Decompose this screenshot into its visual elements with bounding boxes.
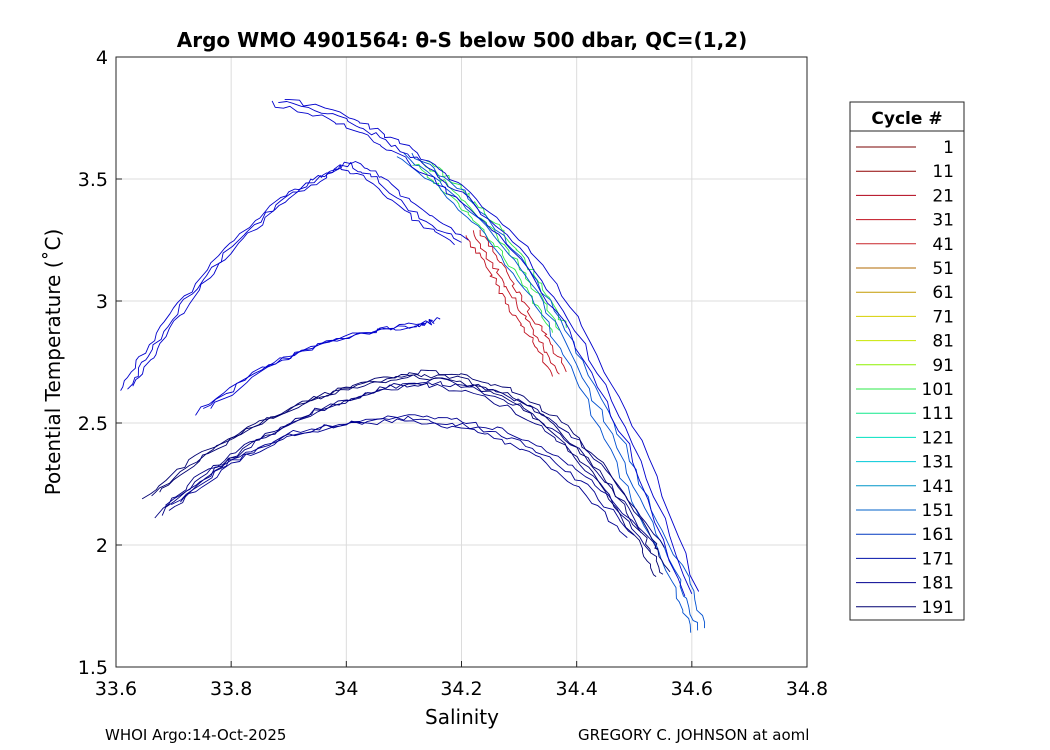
series-line <box>411 152 706 629</box>
x-tick-label: 34.8 <box>786 678 828 700</box>
legend-label: 141 <box>922 477 954 497</box>
footer-author: GREGORY C. JOHNSON at aoml <box>578 726 810 744</box>
series-line <box>210 317 441 409</box>
x-tick-label: 34 <box>334 678 358 700</box>
legend-label: 11 <box>932 162 954 182</box>
series-line <box>132 161 469 387</box>
legend-title: Cycle # <box>871 109 942 129</box>
series-line <box>465 235 553 377</box>
legend-entries: 1112131415161718191101111121131141151161… <box>856 138 954 618</box>
x-tick-label: 34.2 <box>440 678 482 700</box>
series-line <box>419 159 560 331</box>
series-line <box>161 381 658 551</box>
series-line <box>180 414 642 534</box>
series-line <box>141 374 657 577</box>
legend-label: 41 <box>932 235 954 255</box>
series-line <box>165 418 628 538</box>
x-tick-label: 33.6 <box>95 678 137 700</box>
x-tick-label: 34.4 <box>556 678 598 700</box>
legend-label: 171 <box>922 549 954 569</box>
legend-label: 151 <box>922 501 954 521</box>
legend-label: 111 <box>922 404 954 424</box>
legend-label: 121 <box>922 428 954 448</box>
series-line <box>472 230 560 375</box>
series-line <box>151 374 664 575</box>
legend-label: 61 <box>932 283 954 303</box>
y-tick-label: 4 <box>96 47 108 69</box>
legend-label: 51 <box>932 259 954 279</box>
series-line <box>203 319 433 409</box>
legend-label: 81 <box>932 332 954 352</box>
x-tick-label: 33.8 <box>210 678 252 700</box>
series-line <box>271 100 686 597</box>
series-line <box>154 382 651 553</box>
legend-label: 31 <box>932 211 954 231</box>
series-line <box>159 369 671 573</box>
data-series <box>120 98 706 633</box>
legend-label: 101 <box>922 380 954 400</box>
legend-label: 181 <box>922 574 954 594</box>
series-line <box>278 101 693 594</box>
chart-title: Argo WMO 4901564: θ-S below 500 dbar, QC… <box>177 28 747 52</box>
x-tick-label: 34.6 <box>671 678 713 700</box>
y-tick-label: 1.5 <box>78 657 108 679</box>
legend-label: 21 <box>932 186 954 206</box>
legend-label: 191 <box>922 598 954 618</box>
x-axis-label: Salinity <box>425 705 499 729</box>
legend-label: 1 <box>943 138 954 158</box>
series-line <box>479 229 567 373</box>
y-axis-label: Potential Temperature (˚C) <box>41 229 65 496</box>
legend-label: 131 <box>922 453 954 473</box>
legend: Cycle # 11121314151617181911011111211311… <box>849 101 965 621</box>
series-line <box>284 98 700 592</box>
y-tick-label: 2.5 <box>78 413 108 435</box>
y-tick-label: 3 <box>96 291 108 313</box>
series-line <box>171 415 635 536</box>
series-line <box>396 156 692 633</box>
legend-box <box>849 101 965 621</box>
legend-label: 161 <box>922 525 954 545</box>
series-line <box>120 164 455 391</box>
legend-label: 71 <box>932 307 954 327</box>
legend-label: 91 <box>932 356 954 376</box>
y-tick-label: 2 <box>96 535 108 557</box>
axis-ticks: 33.6 33.8 34 34.2 34.4 34.6 34.8 1.5 2 2.5 3 3.5 4 <box>78 47 828 700</box>
footer-source: WHOI Argo:14-Oct-2025 <box>105 726 287 744</box>
y-tick-label: 3.5 <box>78 169 108 191</box>
